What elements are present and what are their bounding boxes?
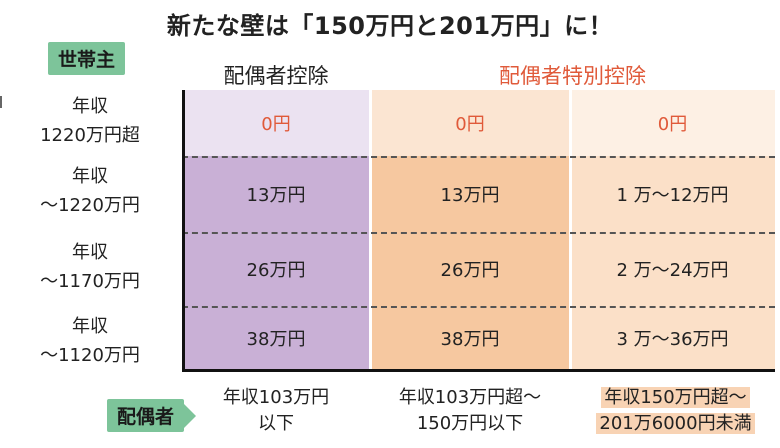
- edge-mark: [0, 96, 2, 108]
- householder-tag: 世帯主: [48, 42, 126, 75]
- header-spousal-deduction: 配偶者控除: [223, 64, 329, 88]
- cell-r2-c2: 2 万～24万円: [616, 260, 729, 281]
- spouse-tag: 配偶者: [107, 399, 197, 432]
- spouse-income-line1: 年収150万円超～: [601, 387, 750, 408]
- spouse-income-line2: 以下: [258, 413, 294, 434]
- cell-r2-c0: 26万円: [246, 260, 306, 281]
- cell-r3-c0: 38万円: [246, 328, 306, 350]
- row-label-line1: 年収: [72, 316, 108, 337]
- row-label-line2: ～1170万円: [40, 271, 140, 292]
- cell-r3-c1: 38万円: [440, 328, 500, 350]
- row-label-over-1220: 年収 1220万円超: [0, 92, 180, 150]
- column-spousal-deduction: [182, 90, 370, 372]
- horizontal-axis: [182, 369, 775, 372]
- cell-r0-c2: 0円: [657, 114, 688, 135]
- deduction-grid: 0円 0円 0円 13万円 13万円 1 万～12万円 26万円 26万円 2 …: [182, 90, 775, 372]
- row-divider: [182, 306, 775, 308]
- spouse-income-150-201: 年収150万円超～ 201万6000円未満: [573, 385, 778, 437]
- column-special-103-150: [370, 90, 570, 372]
- cell-r0-c0: 0円: [261, 114, 291, 135]
- row-label-line1: 年収: [72, 96, 108, 117]
- row-label-upto-1170: 年収 ～1170万円: [0, 238, 180, 296]
- spouse-income-line2: 150万円以下: [416, 413, 524, 434]
- cell-r1-c1: 13万円: [440, 185, 500, 206]
- spouse-income-upto-103: 年収103万円 以下: [182, 385, 370, 437]
- spouse-income-line1: 年収103万円超～: [398, 387, 542, 408]
- row-divider: [182, 232, 775, 234]
- column-special-150-201: [570, 90, 775, 372]
- row-label-upto-1120: 年収 ～1120万円: [0, 312, 180, 370]
- cell-r0-c1: 0円: [455, 114, 485, 135]
- header-special-spousal-deduction: 配偶者特別控除: [499, 64, 646, 88]
- row-label-line2: 1220万円超: [40, 125, 140, 146]
- row-label-line1: 年収: [72, 166, 108, 187]
- row-label-upto-1220: 年収 ～1220万円: [0, 162, 180, 220]
- vertical-axis: [182, 90, 185, 372]
- cell-r1-c2: 1 万～12万円: [616, 185, 729, 206]
- row-label-line2: ～1120万円: [40, 345, 140, 366]
- cell-r1-c0: 13万円: [246, 185, 306, 206]
- row-label-line2: ～1220万円: [40, 195, 140, 216]
- row-divider: [182, 156, 775, 158]
- spouse-income-line1: 年収103万円: [222, 387, 330, 408]
- spouse-income-line2: 201万6000円未満: [596, 413, 755, 434]
- cell-r3-c2: 3 万～36万円: [616, 328, 729, 350]
- cell-r2-c1: 26万円: [440, 260, 500, 281]
- row-label-line1: 年収: [72, 242, 108, 263]
- page-title: 新たな壁は「150万円と201万円」に！: [166, 12, 614, 40]
- spouse-income-103-150: 年収103万円超～ 150万円以下: [370, 385, 570, 437]
